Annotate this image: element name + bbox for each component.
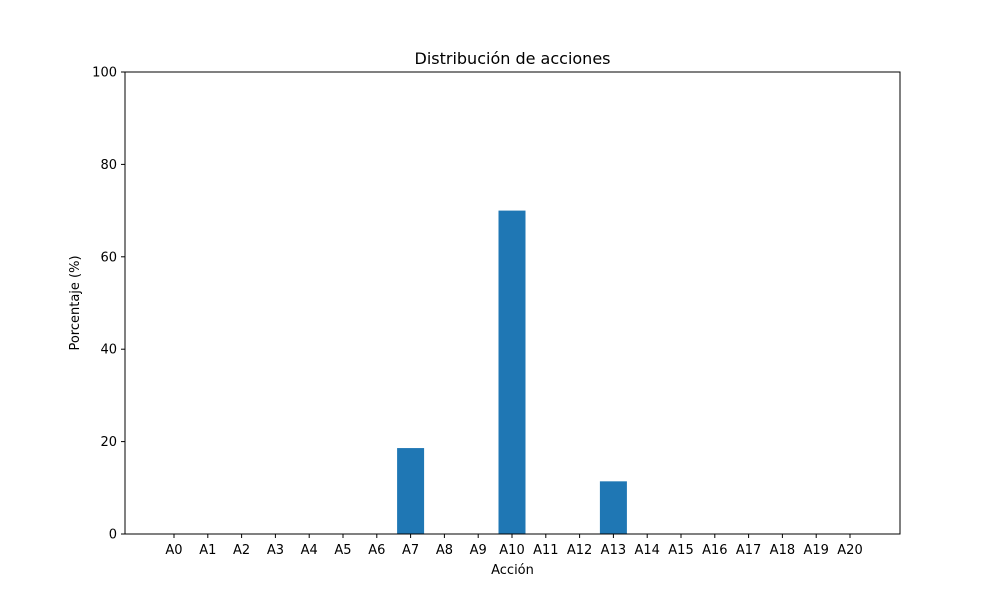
x-tick-label: A18 xyxy=(770,543,795,558)
y-tick-label: 60 xyxy=(100,250,117,265)
plot-area-frame xyxy=(124,71,901,535)
chart-title: Distribución de acciones xyxy=(415,49,611,68)
x-tick-label: A16 xyxy=(702,543,727,558)
x-tick-label: A11 xyxy=(533,543,558,558)
x-tick-label: A20 xyxy=(837,543,862,558)
x-tick-label: A10 xyxy=(499,543,524,558)
x-tick-label: A0 xyxy=(165,543,182,558)
x-tick-label: A5 xyxy=(334,543,351,558)
bars-layer xyxy=(397,210,627,534)
x-tick-label: A3 xyxy=(267,543,284,558)
x-tick-label: A6 xyxy=(368,543,385,558)
bar-a10 xyxy=(498,210,526,534)
x-tick-label: A2 xyxy=(233,543,250,558)
y-axis-label: Porcentaje (%) xyxy=(68,255,83,350)
x-tick-label: A7 xyxy=(402,543,419,558)
x-axis-label: Acción xyxy=(491,563,534,578)
x-tick-label: A4 xyxy=(301,543,318,558)
bar-a7 xyxy=(397,448,425,534)
x-tick-label: A13 xyxy=(601,543,626,558)
x-tick-label: A17 xyxy=(736,543,761,558)
x-tick-label: A12 xyxy=(567,543,592,558)
y-tick-label: 20 xyxy=(100,435,117,450)
x-tick-label: A14 xyxy=(634,543,659,558)
bar-a13 xyxy=(599,481,627,534)
x-tick-label: A8 xyxy=(436,543,453,558)
x-tick-label: A9 xyxy=(470,543,487,558)
y-axis: 0 20 40 60 80 100 xyxy=(92,66,125,543)
y-tick-label: 100 xyxy=(92,66,117,81)
x-tick-label: A19 xyxy=(803,543,828,558)
y-tick-label: 80 xyxy=(100,158,117,173)
x-tick-label: A15 xyxy=(668,543,693,558)
y-tick-label: 0 xyxy=(109,528,117,543)
x-axis: A0 A1 A2 A3 A4 A5 A6 A7 A8 A9 A10 A11 A12 A13 A14 A15 A1… xyxy=(165,534,863,558)
x-tick-label: A1 xyxy=(199,543,216,558)
y-tick-label: 40 xyxy=(100,343,117,358)
